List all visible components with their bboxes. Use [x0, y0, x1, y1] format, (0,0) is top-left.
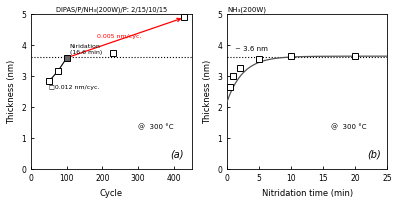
Title: DIPAS/P/NH₃(200W)/P: 2/15/10/15: DIPAS/P/NH₃(200W)/P: 2/15/10/15 [56, 7, 167, 13]
Text: 0.005 nm/cyc.: 0.005 nm/cyc. [97, 34, 142, 39]
Text: @  300 °C: @ 300 °C [138, 123, 174, 130]
Text: @  300 °C: @ 300 °C [331, 123, 367, 130]
Text: (b): (b) [367, 149, 381, 159]
X-axis label: Cycle: Cycle [100, 188, 123, 197]
Y-axis label: Thickness (nm): Thickness (nm) [203, 60, 211, 124]
Text: ~ 3.6 nm: ~ 3.6 nm [235, 46, 267, 52]
Text: (a): (a) [170, 149, 184, 159]
Text: NH₃(200W): NH₃(200W) [227, 7, 266, 13]
X-axis label: Nitridation time (min): Nitridation time (min) [261, 188, 353, 197]
Y-axis label: Thickness (nm): Thickness (nm) [7, 60, 16, 124]
Text: □0.012 nm/cyc.: □0.012 nm/cyc. [49, 85, 99, 90]
Text: Niridation
(16.6 min): Niridation (16.6 min) [70, 44, 102, 55]
